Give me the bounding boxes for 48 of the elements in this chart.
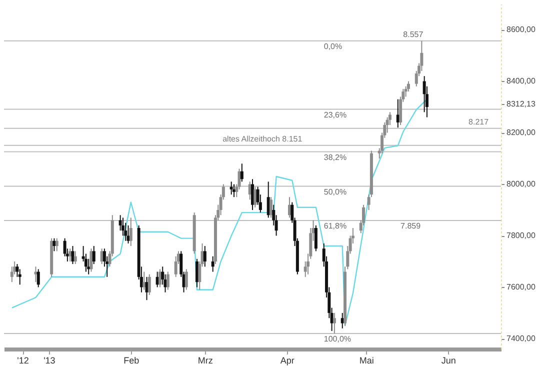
candlestick <box>52 238 56 252</box>
ref-line-label: 8.217 <box>468 117 490 126</box>
y-tick-label: 7600,00 <box>506 282 536 292</box>
ref-line-label: altes Allzeithoch 8.151 <box>222 134 303 144</box>
candlestick <box>230 181 233 196</box>
y-tick-label: 8600,00 <box>506 25 536 34</box>
annotation: 100,0% <box>324 334 352 344</box>
candlestick <box>129 217 132 247</box>
candlestick <box>148 274 151 296</box>
candlestick <box>406 80 410 92</box>
candlestick <box>92 246 96 265</box>
candlestick <box>332 312 336 334</box>
x-tick-label: Apr <box>280 356 294 366</box>
x-tick-label: Jun <box>441 356 456 366</box>
x-tick-label: '12 <box>17 356 29 366</box>
annotation: 61,8% <box>324 222 347 231</box>
y-tick-label: 8400,00 <box>506 76 536 86</box>
candlestick <box>203 246 206 268</box>
candlestick <box>270 196 273 218</box>
y-tick-label: 7400,00 <box>506 334 536 344</box>
x-tick-label: Mai <box>359 356 374 366</box>
y-tick-label: 8200,00 <box>506 128 536 138</box>
candlestick <box>240 163 244 182</box>
candlestick <box>184 268 188 290</box>
candlestick <box>90 248 93 272</box>
y-tick-label: 8312,13 <box>506 99 536 108</box>
candlestick <box>118 214 122 232</box>
x-tick-label: Feb <box>124 356 140 366</box>
x-tick-label: Mrz <box>198 356 214 366</box>
candlestick <box>254 186 257 208</box>
candlestick <box>142 271 146 290</box>
candlestick <box>36 268 40 288</box>
candlestick <box>74 250 77 265</box>
candlestick <box>211 256 214 272</box>
annotation: 8.557 <box>403 30 424 39</box>
annotation: 23,6% <box>324 110 347 120</box>
y-tick-label: 8000,00 <box>506 180 536 189</box>
candlestick <box>34 266 38 283</box>
candlestick <box>166 271 170 290</box>
candlestick <box>71 246 74 265</box>
candlestick <box>55 238 58 252</box>
annotation: 38,2% <box>324 152 347 162</box>
annotation: 7.859 <box>400 222 422 231</box>
y-tick-label: 7800,00 <box>506 231 536 240</box>
annotation: 50,0% <box>324 187 347 196</box>
candlestick <box>314 224 318 252</box>
x-tick-label: '13 <box>44 356 56 366</box>
annotation: 0,0% <box>324 42 342 51</box>
